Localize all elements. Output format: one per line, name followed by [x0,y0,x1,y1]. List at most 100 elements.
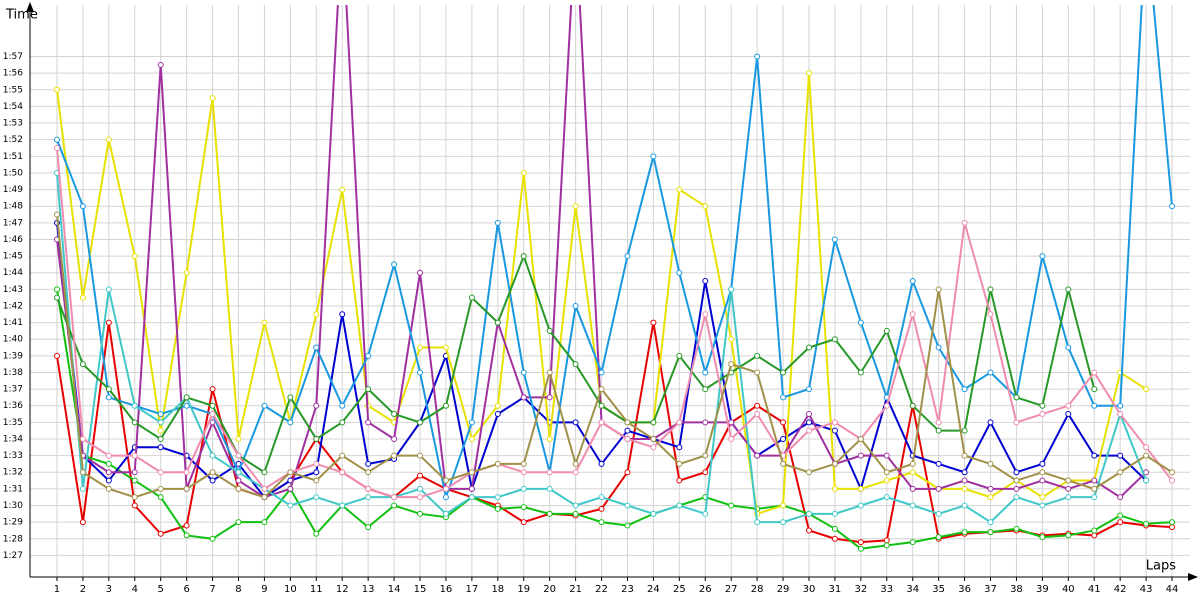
data-point [1169,519,1176,526]
data-point [857,452,864,459]
y-tick-label: 1:49 [3,185,23,195]
data-point [961,485,968,492]
data-point [313,435,320,442]
data-point [209,419,216,426]
data-point [105,469,112,476]
data-point [157,411,164,418]
x-tick-label: 2 [80,584,86,595]
data-point [365,419,372,426]
data-point [105,394,112,401]
data-point [391,502,398,509]
data-point [702,203,709,210]
data-point [572,203,579,210]
data-point [1013,494,1020,501]
data-point [494,411,501,418]
data-point [961,452,968,459]
data-point [157,485,164,492]
data-point [261,485,268,492]
data-point [520,369,527,376]
data-point [1013,485,1020,492]
data-point [805,527,812,534]
data-point [676,460,683,467]
x-tick-label: 30 [803,584,816,595]
data-point [313,311,320,318]
data-point [365,352,372,359]
data-point [935,534,942,541]
data-point [494,319,501,326]
data-point [131,452,138,459]
data-point [909,539,916,546]
data-point [1091,527,1098,534]
x-tick-label: 41 [1088,584,1101,595]
data-point [624,469,631,476]
x-tick-label: 32 [854,584,867,595]
data-point [987,529,994,536]
data-point [1039,402,1046,409]
data-point [417,269,424,276]
data-point [780,435,787,442]
data-point [572,469,579,476]
data-point [1117,452,1124,459]
x-tick-label: 38 [1010,584,1023,595]
x-tick-label: 11 [310,584,323,595]
data-point [857,502,864,509]
data-point [650,435,657,442]
data-point [339,419,346,426]
series-line [55,289,1173,550]
data-point [1091,386,1098,393]
data-point [1039,411,1046,418]
data-point [935,510,942,517]
y-tick-label: 1:44 [3,268,23,278]
data-point [417,510,424,517]
data-point [1169,524,1176,531]
x-tick-label: 20 [543,584,556,595]
data-point [831,525,838,532]
y-tick-label: 1:46 [3,235,23,245]
data-point [883,537,890,544]
data-point [339,186,346,193]
data-point [857,539,864,546]
data-point [79,485,86,492]
data-point [987,369,994,376]
x-tick-label: 18 [491,584,504,595]
data-point [79,435,86,442]
data-point [650,419,657,426]
y-tick-label: 1:37 [3,385,23,395]
data-point [391,452,398,459]
data-point [1091,369,1098,376]
data-point [857,369,864,376]
y-tick-label: 1:45 [3,252,23,262]
data-point [131,402,138,409]
data-point [157,419,164,426]
data-point [857,319,864,326]
data-point [157,494,164,501]
data-point [105,485,112,492]
y-tick-label: 1:36 [3,401,23,411]
data-point [79,203,86,210]
data-point [520,519,527,526]
y-tick-label: 1:41 [3,318,23,328]
data-point [728,361,735,368]
x-tick-label: 22 [595,584,608,595]
data-point [183,469,190,476]
data-point [365,494,372,501]
data-point [1143,477,1150,484]
data-point [105,477,112,484]
data-point [935,286,942,293]
x-tick-label: 44 [1166,584,1179,595]
data-point [961,427,968,434]
data-point [53,86,60,93]
data-point [339,502,346,509]
data-point [546,369,553,376]
data-point [1039,502,1046,509]
data-point [1039,460,1046,467]
data-point [1039,477,1046,484]
data-point [598,494,605,501]
data-point [209,477,216,484]
data-point [468,294,475,301]
data-point [857,485,864,492]
data-point [909,460,916,467]
data-point [209,469,216,476]
x-tick-label: 10 [284,584,297,595]
